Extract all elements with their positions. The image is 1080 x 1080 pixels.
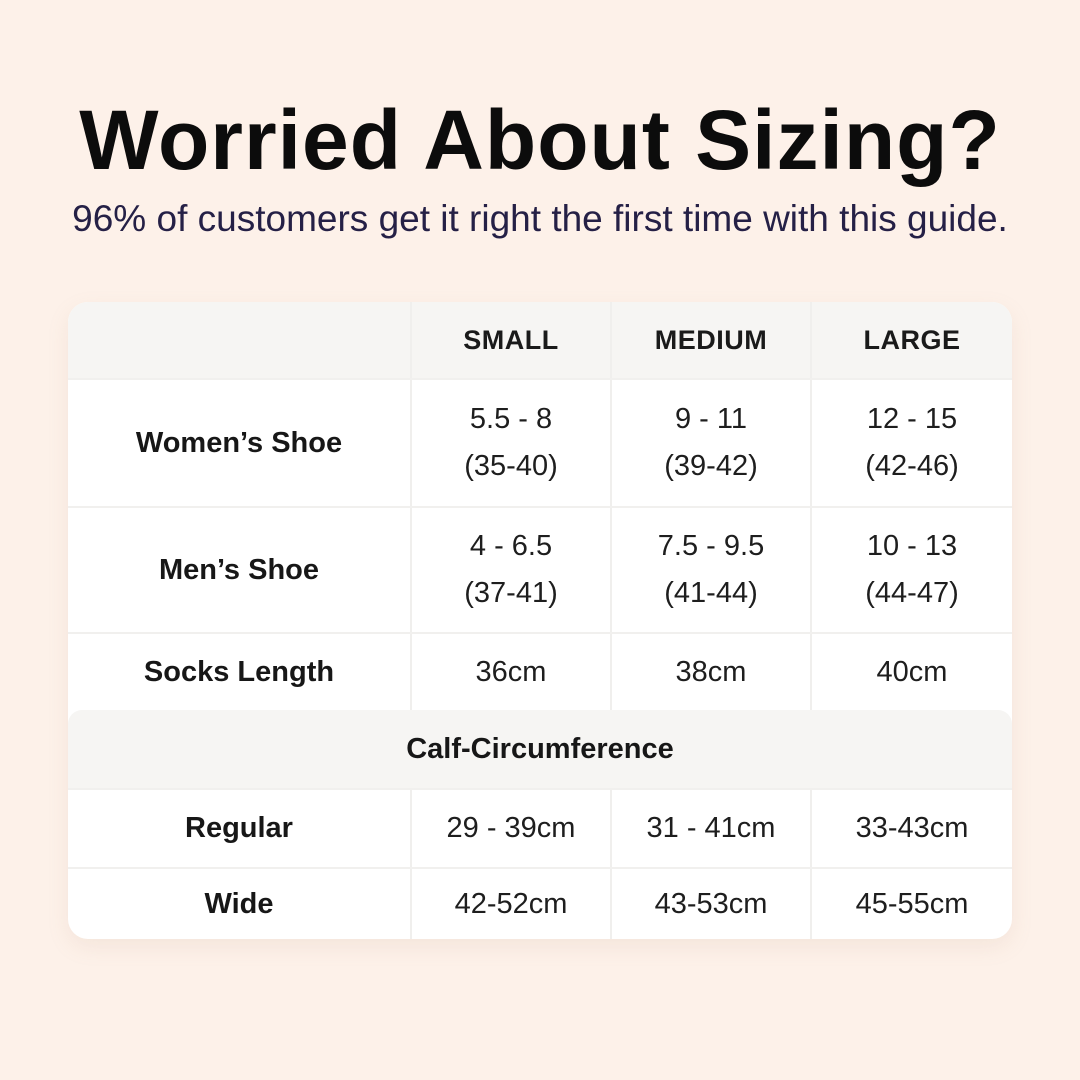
size-value-line1: 5.5 - 8 (469, 403, 553, 436)
page-title: Worried About Sizing? (79, 93, 1001, 187)
regular-small: 29 - 39cm (410, 790, 610, 868)
socks-length-small: 36cm (410, 634, 610, 711)
header-cell-large: LARGE (810, 302, 1012, 379)
wide-medium: 43-53cm (610, 869, 810, 940)
womens-shoe-small: 5.5 - 8 (35-40) (410, 380, 610, 507)
mens-shoe-small: 4 - 6.5 (37-41) (410, 508, 610, 633)
size-value-line2: (41-44) (664, 577, 758, 610)
size-value-line1: 7.5 - 9.5 (657, 530, 765, 563)
sizing-table: SMALL MEDIUM LARGE Women’s Shoe 5.5 - 8 … (68, 302, 1012, 940)
wide-small: 42-52cm (410, 869, 610, 940)
size-value-line2: (39-42) (664, 450, 758, 483)
socks-length-medium: 38cm (610, 634, 810, 711)
womens-shoe-large: 12 - 15 (42-46) (810, 380, 1012, 507)
row-label-womens-shoe: Women’s Shoe (135, 426, 343, 459)
header-cell-small: SMALL (410, 302, 610, 379)
page-header: Worried About Sizing? 96% of customers g… (0, 0, 1080, 240)
row-label-regular: Regular (185, 812, 293, 845)
table-row-womens-shoe: Women’s Shoe 5.5 - 8 (35-40) 9 - 11 (39-… (68, 378, 1012, 507)
regular-medium: 31 - 41cm (610, 790, 810, 868)
wide-large: 45-55cm (810, 869, 1012, 940)
table-row-socks-length: Socks Length 36cm 38cm 40cm (68, 632, 1012, 711)
table-row-wide: Wide 42-52cm 43-53cm 45-55cm (68, 867, 1012, 940)
mens-shoe-medium: 7.5 - 9.5 (41-44) (610, 508, 810, 633)
socks-length-large: 40cm (810, 634, 1012, 711)
row-label-mens-shoe: Men’s Shoe (158, 553, 320, 586)
table-row-mens-shoe: Men’s Shoe 4 - 6.5 (37-41) 7.5 - 9.5 (41… (68, 506, 1012, 633)
womens-shoe-medium: 9 - 11 (39-42) (610, 380, 810, 507)
size-value-line2: (44-47) (865, 577, 959, 610)
header-cell-medium: MEDIUM (610, 302, 810, 379)
size-value-line1: 4 - 6.5 (469, 530, 553, 563)
size-value-line2: (35-40) (464, 450, 558, 483)
size-value-line2: (37-41) (464, 577, 558, 610)
size-value-line1: 12 - 15 (866, 403, 958, 436)
page-subtitle: 96% of customers get it right the first … (72, 198, 1008, 240)
table-row-regular: Regular 29 - 39cm 31 - 41cm 33-43cm (68, 788, 1012, 868)
header-cell-empty (68, 302, 410, 378)
size-value-line1: 10 - 13 (866, 530, 958, 563)
section-header-calf-circumference: Calf-Circumference (68, 710, 1012, 789)
size-value-line1: 9 - 11 (674, 403, 747, 436)
regular-large: 33-43cm (810, 790, 1012, 868)
mens-shoe-large: 10 - 13 (44-47) (810, 508, 1012, 633)
row-label-wide: Wide (204, 887, 274, 920)
table-header-row: SMALL MEDIUM LARGE (68, 302, 1012, 379)
size-value-line2: (42-46) (865, 450, 959, 483)
row-label-socks-length: Socks Length (143, 655, 335, 688)
